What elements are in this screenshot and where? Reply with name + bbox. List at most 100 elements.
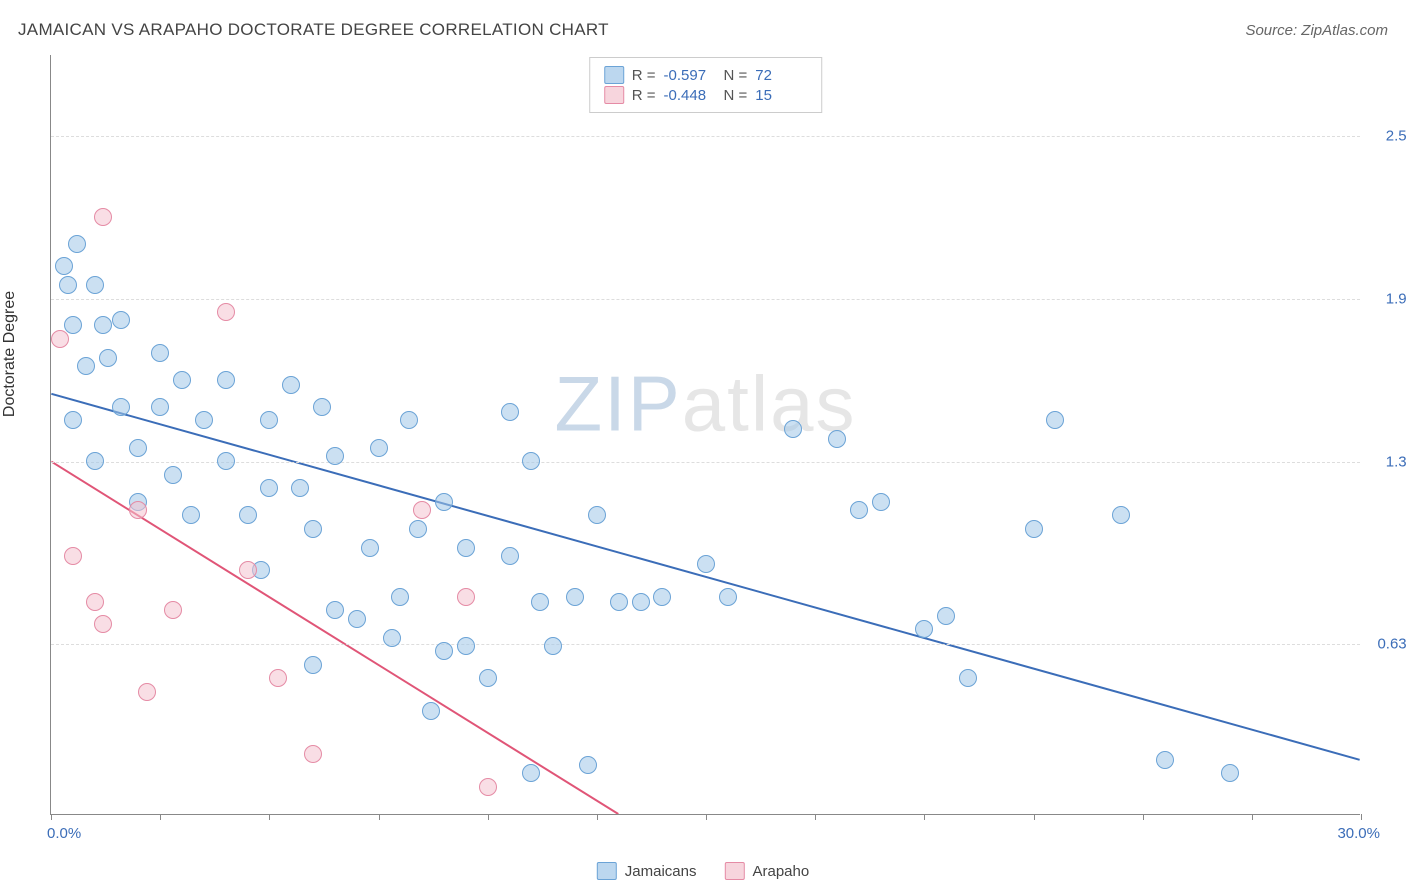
data-point (522, 764, 540, 782)
data-point (151, 344, 169, 362)
data-point (409, 520, 427, 538)
data-point (1221, 764, 1239, 782)
data-point (850, 501, 868, 519)
x-tick (379, 814, 380, 820)
data-point (217, 303, 235, 321)
legend-r-value: -0.597 (664, 67, 716, 84)
data-point (304, 520, 322, 538)
swatch-icon (724, 862, 744, 880)
legend-item-jamaicans: Jamaicans (597, 862, 697, 880)
data-point (94, 316, 112, 334)
data-point (566, 588, 584, 606)
legend-n-value: 72 (755, 67, 807, 84)
data-point (64, 547, 82, 565)
y-tick-label: 1.3% (1386, 454, 1406, 471)
trend-lines (51, 55, 1360, 814)
data-point (579, 756, 597, 774)
data-point (653, 588, 671, 606)
gridline (51, 644, 1360, 645)
legend-n-label: N = (724, 87, 748, 104)
data-point (400, 411, 418, 429)
data-point (86, 593, 104, 611)
legend-r-value: -0.448 (664, 87, 716, 104)
x-tick (488, 814, 489, 820)
x-max-label: 30.0% (1337, 825, 1380, 842)
data-point (959, 669, 977, 687)
data-point (1156, 751, 1174, 769)
data-point (129, 501, 147, 519)
data-point (915, 620, 933, 638)
legend-item-arapaho: Arapaho (724, 862, 809, 880)
data-point (86, 452, 104, 470)
data-point (94, 615, 112, 633)
data-point (304, 656, 322, 674)
data-point (872, 493, 890, 511)
y-tick-label: 0.63% (1377, 636, 1406, 653)
scatter-chart: ZIPatlas R = -0.597 N = 72 R = -0.448 N … (50, 55, 1360, 815)
data-point (282, 376, 300, 394)
legend-row-jamaicans: R = -0.597 N = 72 (604, 66, 808, 84)
swatch-icon (604, 86, 624, 104)
x-tick (51, 814, 52, 820)
x-tick (160, 814, 161, 820)
x-tick (597, 814, 598, 820)
data-point (457, 588, 475, 606)
x-tick (1361, 814, 1362, 820)
legend-n-value: 15 (755, 87, 807, 104)
data-point (479, 669, 497, 687)
data-point (784, 420, 802, 438)
data-point (531, 593, 549, 611)
legend-r-label: R = (632, 67, 656, 84)
data-point (457, 539, 475, 557)
data-point (937, 607, 955, 625)
x-tick (815, 814, 816, 820)
gridline (51, 136, 1360, 137)
correlation-legend: R = -0.597 N = 72 R = -0.448 N = 15 (589, 57, 823, 113)
data-point (422, 702, 440, 720)
y-tick-label: 1.9% (1386, 291, 1406, 308)
data-point (269, 669, 287, 687)
data-point (501, 403, 519, 421)
data-point (326, 447, 344, 465)
data-point (112, 398, 130, 416)
data-point (151, 398, 169, 416)
data-point (326, 601, 344, 619)
data-point (86, 276, 104, 294)
data-point (129, 439, 147, 457)
data-point (164, 466, 182, 484)
data-point (55, 257, 73, 275)
data-point (138, 683, 156, 701)
series-legend: Jamaicans Arapaho (597, 862, 809, 880)
x-tick (269, 814, 270, 820)
x-tick (706, 814, 707, 820)
data-point (313, 398, 331, 416)
data-point (610, 593, 628, 611)
x-min-label: 0.0% (47, 825, 81, 842)
data-point (632, 593, 650, 611)
gridline (51, 299, 1360, 300)
y-axis-title: Doctorate Degree (1, 291, 19, 417)
x-tick (924, 814, 925, 820)
data-point (413, 501, 431, 519)
legend-r-label: R = (632, 87, 656, 104)
data-point (217, 452, 235, 470)
legend-label: Jamaicans (625, 863, 697, 880)
chart-header: JAMAICAN VS ARAPAHO DOCTORATE DEGREE COR… (18, 20, 1388, 40)
y-tick-label: 2.5% (1386, 128, 1406, 145)
swatch-icon (604, 66, 624, 84)
data-point (370, 439, 388, 457)
data-point (719, 588, 737, 606)
data-point (348, 610, 366, 628)
data-point (239, 561, 257, 579)
data-point (291, 479, 309, 497)
swatch-icon (597, 862, 617, 880)
x-tick (1143, 814, 1144, 820)
data-point (217, 371, 235, 389)
data-point (1046, 411, 1064, 429)
legend-n-label: N = (724, 67, 748, 84)
data-point (64, 411, 82, 429)
data-point (1112, 506, 1130, 524)
x-tick (1252, 814, 1253, 820)
data-point (77, 357, 95, 375)
data-point (239, 506, 257, 524)
